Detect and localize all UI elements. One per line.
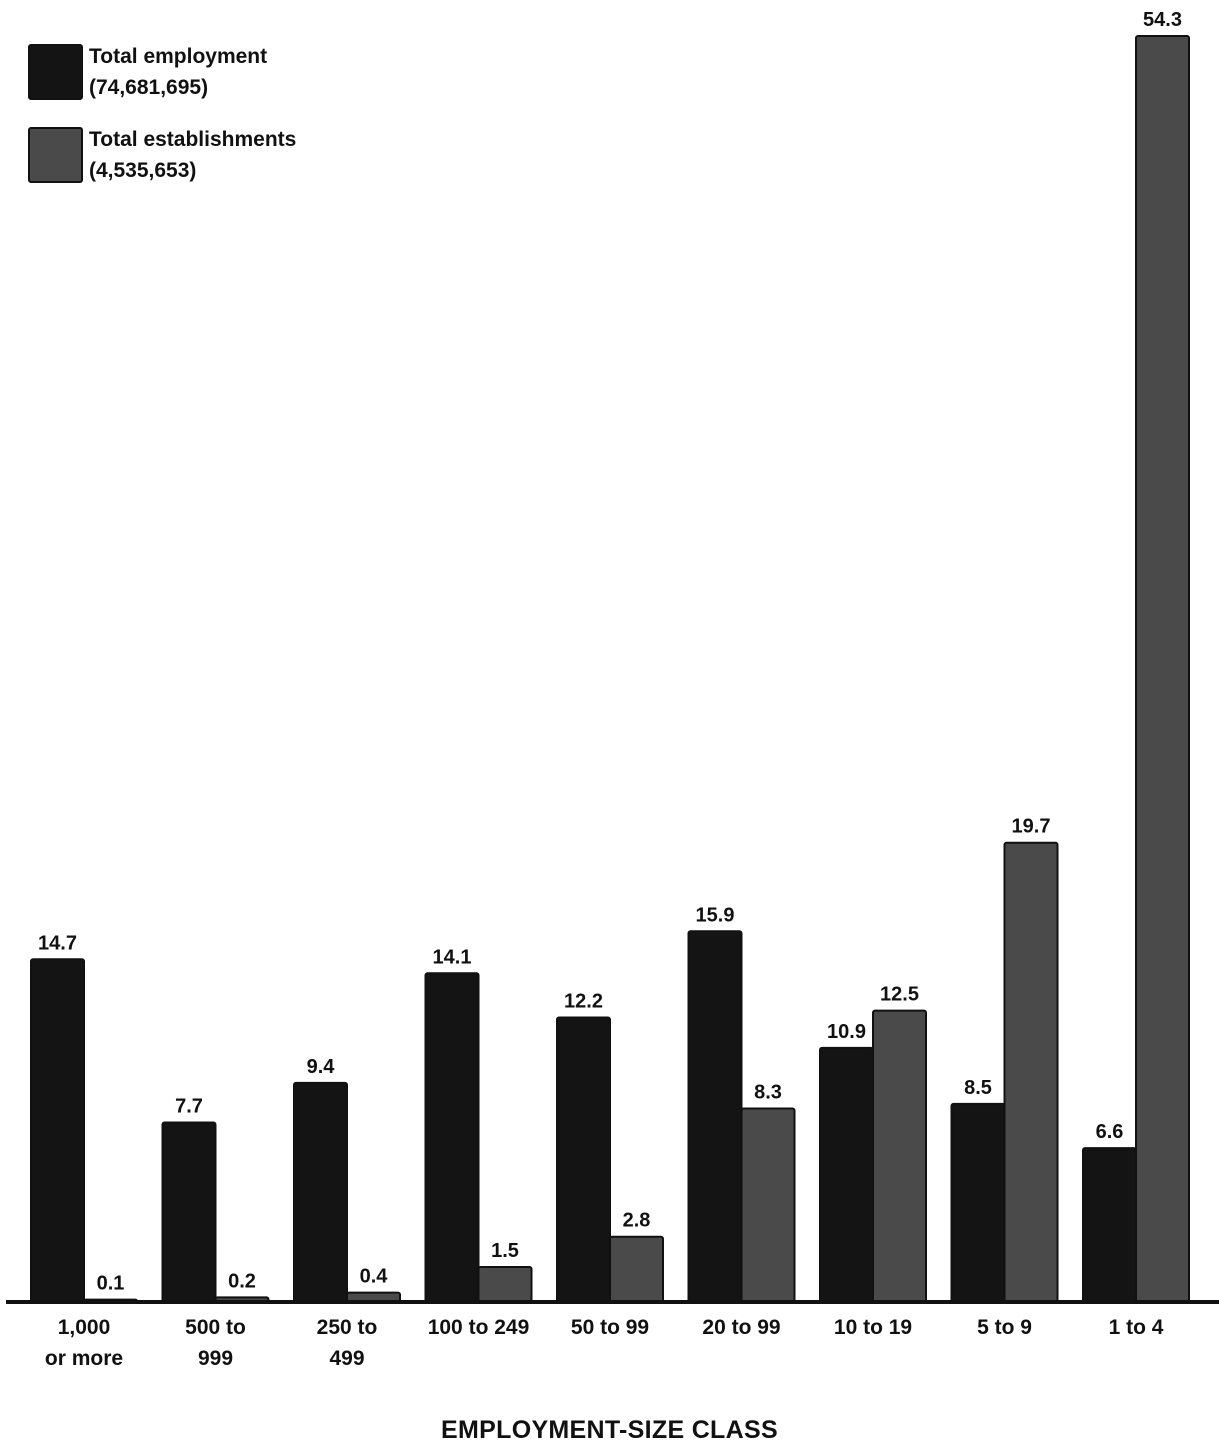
x-tick-label: 10 to 19 [834, 1316, 912, 1339]
bar-employment [819, 1046, 874, 1304]
legend-total-establishments: (4,535,653) [89, 159, 197, 182]
data-label: 12.2 [564, 991, 603, 1013]
bar-employment [687, 930, 743, 1304]
legend-total-employment: (74,681,695) [89, 76, 209, 99]
bar-employment [161, 1121, 217, 1303]
x-tick-label: 1,000 [58, 1316, 111, 1339]
data-label: 1.5 [491, 1240, 519, 1262]
bar-establishments [609, 1235, 664, 1304]
x-tick-label: 1 to 4 [1109, 1316, 1164, 1339]
data-label: 14.1 [433, 946, 472, 968]
data-label: 14.7 [38, 932, 77, 954]
legend-item-establishments: Total establishments (4,535,653) [28, 127, 296, 186]
x-tick-label: 999 [198, 1347, 233, 1370]
data-label: 15.9 [696, 904, 735, 926]
data-label: 6.6 [1096, 1121, 1124, 1143]
legend-swatch-establishments [28, 127, 83, 183]
x-tick-label: 499 [329, 1347, 364, 1370]
x-tick-label: 20 to 99 [702, 1316, 780, 1339]
x-tick-label: 500 to [185, 1316, 246, 1339]
legend-swatch-employment [28, 44, 83, 100]
data-label: 0.4 [360, 1266, 389, 1288]
bar-establishments [1003, 841, 1059, 1303]
bar-employment [1082, 1147, 1137, 1304]
legend-label-establishments: Total establishments [89, 128, 297, 151]
x-axis-title: EMPLOYMENT-SIZE CLASS [441, 1416, 778, 1444]
data-label: 12.5 [880, 984, 919, 1006]
data-label: 19.7 [1012, 816, 1051, 838]
data-label: 54.3 [1143, 9, 1182, 31]
data-label: 0.2 [228, 1270, 256, 1292]
bar-employment [556, 1016, 611, 1303]
legend: Total employment (74,681,695) Total esta… [28, 44, 296, 210]
bar-establishments [740, 1107, 796, 1304]
bar-employment [30, 958, 85, 1303]
x-tick-label: 50 to 99 [571, 1316, 649, 1339]
legend-label-employment: Total employment [89, 45, 268, 68]
x-tick-label: 100 to 249 [428, 1316, 530, 1339]
bar-employment [424, 972, 480, 1303]
x-tick-label: 5 to 9 [977, 1316, 1032, 1339]
data-label: 7.7 [175, 1095, 203, 1117]
data-label: 2.8 [623, 1210, 651, 1232]
data-label: 8.3 [754, 1081, 782, 1103]
bar-employment [950, 1102, 1006, 1304]
data-label: 9.4 [307, 1056, 336, 1078]
data-label: 10.9 [827, 1021, 866, 1043]
bar-establishments [1135, 35, 1190, 1303]
x-tick-label: 250 to [317, 1316, 378, 1339]
bar-employment [293, 1081, 348, 1303]
x-tick-label: or more [45, 1347, 123, 1370]
data-label: 0.1 [97, 1273, 125, 1295]
legend-item-employment: Total employment (74,681,695) [28, 44, 296, 103]
bar-establishments [477, 1266, 533, 1303]
data-label: 8.5 [964, 1077, 992, 1099]
bar-establishments [872, 1009, 927, 1303]
